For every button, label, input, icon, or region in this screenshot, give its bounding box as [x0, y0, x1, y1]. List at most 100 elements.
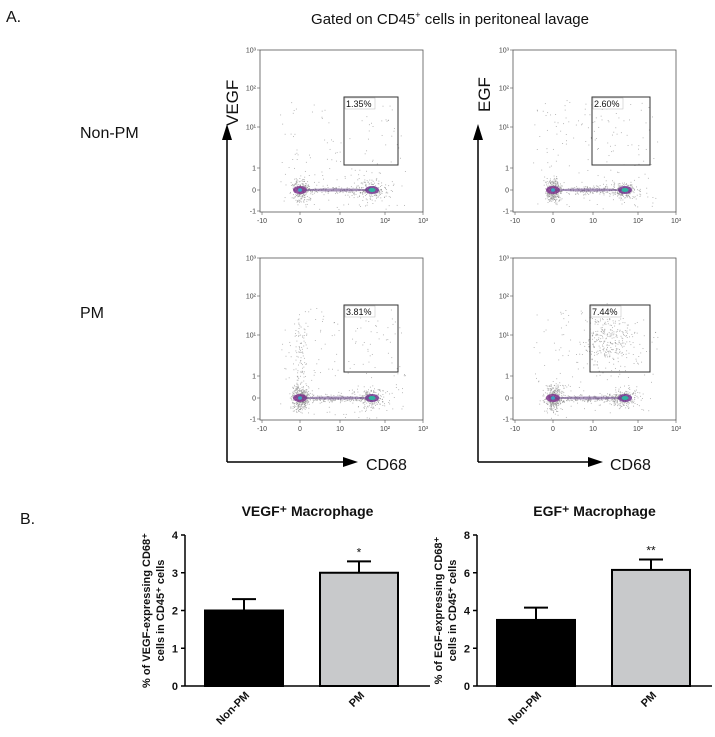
scatter-point — [583, 194, 585, 196]
scatter-point — [556, 410, 558, 412]
y-tick-label: 8 — [464, 530, 470, 542]
scatter-point — [617, 195, 619, 197]
scatter-point — [587, 400, 589, 402]
scatter-point — [555, 387, 557, 389]
scatter-point — [309, 399, 311, 401]
scatter-point — [603, 401, 605, 403]
scatter-point — [297, 200, 299, 202]
scatter-point — [562, 355, 564, 357]
scatter-point — [580, 310, 582, 312]
scatter-point — [550, 401, 552, 403]
scatter-point — [337, 192, 339, 194]
scatter-point — [387, 339, 389, 341]
scatter-point — [367, 182, 369, 183]
scatter-point — [625, 353, 627, 355]
scatter-point — [558, 394, 560, 396]
scatter-point — [609, 395, 611, 397]
scatter-point — [657, 336, 659, 338]
scatter-point — [548, 394, 549, 396]
scatter-point — [349, 192, 351, 194]
scatter-point — [586, 349, 588, 351]
scatter-point — [308, 401, 310, 403]
scatter-point — [644, 173, 646, 175]
scatter-point — [557, 154, 559, 156]
scatter-point — [550, 406, 552, 408]
scatter-point — [619, 405, 621, 407]
scatter-point — [610, 375, 612, 377]
scatter-point — [350, 191, 352, 193]
scatter-point — [296, 392, 298, 394]
scatter-point — [620, 132, 622, 134]
scatter-point — [594, 186, 596, 188]
scatter-point — [557, 411, 559, 412]
scatter-point — [388, 402, 390, 403]
scatter-point — [611, 404, 612, 406]
scatter-point — [627, 391, 629, 393]
scatter-point — [628, 195, 630, 197]
scatter-point — [555, 198, 557, 200]
scatter-point — [391, 318, 393, 320]
scatter-point — [606, 333, 608, 335]
scatter-point — [362, 402, 364, 404]
scatter-point — [615, 401, 617, 403]
scatter-point — [588, 400, 590, 401]
scatter-point — [569, 385, 571, 387]
scatter-point — [651, 116, 653, 118]
scatter-point — [391, 109, 393, 111]
scatter-point — [303, 186, 305, 188]
scatter-point — [627, 193, 629, 195]
scatter-point — [307, 392, 309, 394]
scatter-point — [549, 180, 551, 182]
scatter-point — [570, 390, 572, 392]
scatter-point — [608, 121, 610, 123]
scatter-point — [629, 336, 630, 338]
scatter-point — [353, 363, 355, 365]
scatter-point — [553, 410, 555, 412]
scatter-point — [317, 191, 319, 193]
scatter-point — [634, 332, 635, 334]
scatter-point — [544, 398, 546, 400]
scatter-point — [297, 408, 299, 409]
scatter-point — [291, 396, 293, 398]
scatter-point — [299, 195, 301, 197]
scatter-point — [637, 189, 638, 191]
scatter-point — [555, 193, 557, 195]
scatter-point — [627, 393, 629, 394]
scatter-point — [551, 198, 553, 200]
scatter-point — [380, 398, 381, 399]
scatter-point — [623, 354, 624, 355]
scatter-point — [598, 345, 600, 347]
scatter-point — [300, 334, 302, 336]
scatter-point — [300, 326, 302, 328]
y-tick-label: 6 — [464, 568, 470, 580]
scatter-point — [636, 395, 638, 397]
scatter-point — [297, 407, 299, 409]
scatter-point — [560, 399, 562, 401]
scatter-point — [543, 331, 545, 333]
scatter-point — [302, 193, 304, 195]
scatter-point — [636, 332, 638, 334]
scatter-point — [605, 337, 607, 339]
scatter-point — [556, 185, 558, 187]
scatter-point — [300, 375, 301, 377]
scatter-point — [614, 325, 616, 327]
scatter-point — [629, 197, 631, 199]
scatter-point — [589, 199, 591, 201]
scatter-point — [556, 401, 558, 403]
scatter-point — [333, 188, 335, 189]
scatter-point — [308, 394, 310, 396]
scatter-point — [302, 178, 304, 180]
scatter-point — [296, 159, 298, 160]
scatter-point — [543, 180, 545, 182]
scatter-point — [380, 172, 382, 174]
scatter-point — [568, 165, 570, 167]
scatter-point — [297, 196, 299, 198]
scatter-point — [362, 192, 364, 194]
scatter-point — [632, 342, 634, 344]
scatter-point — [300, 408, 301, 410]
scatter-point — [544, 399, 546, 401]
scatter-point — [577, 399, 579, 401]
scatter-point — [553, 403, 554, 405]
scatter-point — [313, 400, 315, 401]
scatter-point — [619, 185, 621, 187]
